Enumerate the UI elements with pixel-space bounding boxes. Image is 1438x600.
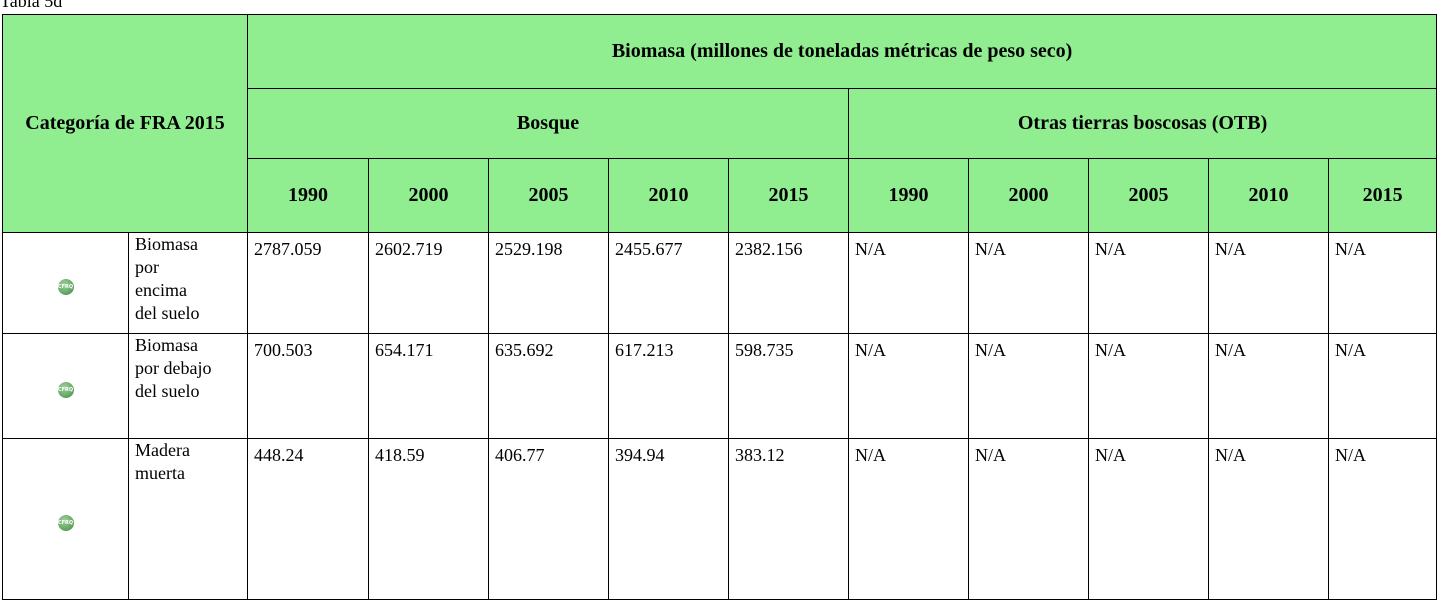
- cfrq-icon: CFRQ: [57, 381, 74, 398]
- value-cell: 654.171: [368, 333, 490, 439]
- year-header: 1990: [247, 158, 370, 233]
- value-cell: N/A: [1088, 232, 1210, 334]
- value-cell: N/A: [848, 333, 970, 439]
- year-header: 2005: [1088, 158, 1210, 233]
- category-header: Categoría de FRA 2015: [1, 14, 249, 233]
- cfrq-icon: CFRQ: [57, 278, 74, 295]
- row-label-cell: Madera muerta: [127, 438, 249, 600]
- icon-cell: CFRQ: [2, 438, 129, 600]
- year-header: 2005: [488, 158, 610, 233]
- year-header: 1990: [848, 158, 970, 233]
- value-cell: 700.503: [247, 333, 370, 439]
- year-header: 2015: [1328, 158, 1438, 233]
- year-header: 2010: [608, 158, 730, 233]
- value-cell: 2787.059: [247, 232, 370, 334]
- value-cell: 448.24: [247, 438, 370, 600]
- value-cell: N/A: [1208, 438, 1330, 600]
- value-cell: 2382.156: [728, 232, 850, 334]
- row-label-cell: Biomasa por debajo del suelo: [127, 333, 249, 439]
- value-cell: N/A: [1208, 333, 1330, 439]
- icon-cell: CFRQ: [2, 333, 129, 439]
- value-cell: N/A: [1328, 333, 1438, 439]
- value-cell: 394.94: [608, 438, 730, 600]
- value-cell: N/A: [968, 232, 1090, 334]
- value-cell: N/A: [1208, 232, 1330, 334]
- value-cell: 2529.198: [488, 232, 610, 334]
- biomass-table: Categoría de FRA 2015 Biomasa (millones d…: [1, 14, 1438, 600]
- biomass-header: Biomasa (millones de toneladas métricas …: [247, 14, 1438, 89]
- row-label: Madera muerta: [135, 440, 190, 483]
- table-title: Tabla 5d: [0, 0, 63, 11]
- value-cell: 617.213: [608, 333, 730, 439]
- value-cell: N/A: [1328, 438, 1438, 600]
- value-cell: 383.12: [728, 438, 850, 600]
- value-cell: 635.692: [488, 333, 610, 439]
- icon-cell: CFRQ: [2, 232, 129, 334]
- data-row: CFRQ Biomasa por debajo del suelo 700.503 6…: [2, 333, 1438, 439]
- value-cell: 406.77: [488, 438, 610, 600]
- value-cell: N/A: [848, 438, 970, 600]
- value-cell: 2455.677: [608, 232, 730, 334]
- value-cell: 418.59: [368, 438, 490, 600]
- value-cell: N/A: [1088, 438, 1210, 600]
- data-row: CFRQ Madera muerta 448.24 418.59 406.77 394.9…: [2, 438, 1438, 600]
- year-header: 2000: [968, 158, 1090, 233]
- value-cell: N/A: [1328, 232, 1438, 334]
- year-header: 2010: [1208, 158, 1330, 233]
- row-label-cell: Biomasa por encima del suelo: [127, 232, 249, 334]
- year-header: 2000: [368, 158, 490, 233]
- group-header: Otras tierras boscosas (OTB): [848, 88, 1438, 159]
- row-label: Biomasa por debajo del suelo: [135, 335, 212, 401]
- value-cell: N/A: [968, 438, 1090, 600]
- value-cell: N/A: [968, 333, 1090, 439]
- year-header: 2015: [728, 158, 850, 233]
- group-header: Bosque: [247, 88, 850, 159]
- value-cell: N/A: [848, 232, 970, 334]
- row-label: Biomasa por encima del suelo: [135, 234, 200, 323]
- value-cell: 598.735: [728, 333, 850, 439]
- cfrq-icon: CFRQ: [57, 514, 74, 531]
- value-cell: N/A: [1088, 333, 1210, 439]
- data-row: CFRQ Biomasa por encima del suelo 2787.059…: [2, 232, 1438, 334]
- value-cell: 2602.719: [368, 232, 490, 334]
